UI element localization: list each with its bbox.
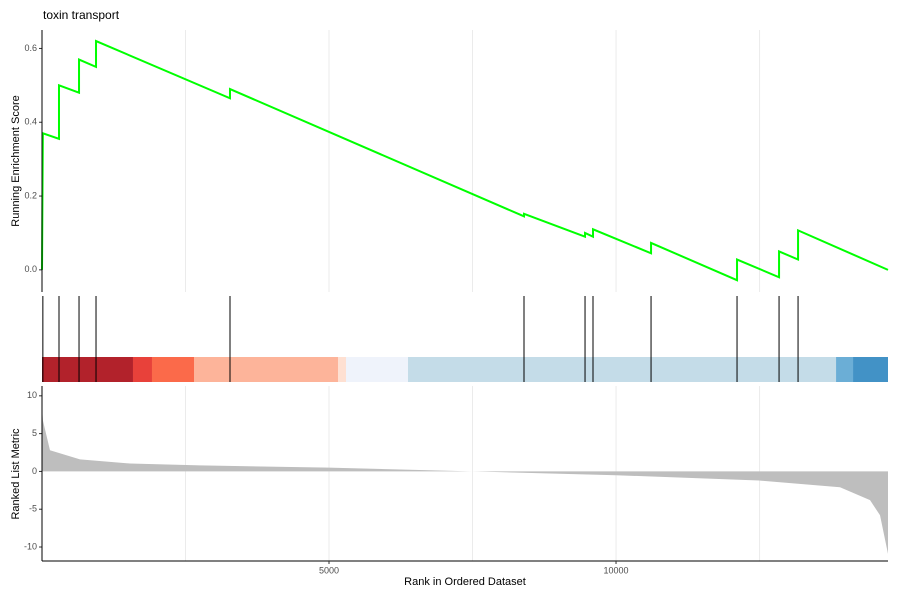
y-tick-label: 0.6 [24, 43, 37, 53]
rank-band [836, 357, 854, 382]
x-tick-label: 5000 [319, 565, 339, 575]
rank-band [853, 357, 888, 382]
y-tick-label: 0 [32, 466, 37, 476]
y-tick-label: 0.4 [24, 117, 37, 127]
rank-band [338, 357, 347, 382]
rank-band [132, 357, 152, 382]
chart-title: toxin transport [43, 8, 120, 22]
y-tick-label: -5 [29, 504, 37, 514]
x-tick-label: 10000 [604, 565, 629, 575]
rank-band [346, 357, 408, 382]
metric-area [42, 407, 888, 554]
y-tick-label: 5 [32, 428, 37, 438]
y-tick-label: 0.0 [24, 264, 37, 274]
y-axis-label: Running Enrichment Score [10, 95, 22, 226]
rank-band [407, 357, 837, 382]
x-axis-label: Rank in Ordered Dataset [404, 576, 526, 588]
y-tick-label: 10 [27, 390, 37, 400]
y-tick-label: -10 [24, 541, 37, 551]
enrichment-line [41, 39, 889, 282]
y-tick-label: 0.2 [24, 190, 37, 200]
rank-band [194, 357, 339, 382]
rank-band [42, 357, 133, 382]
y-axis-label: Ranked List Metric [10, 428, 22, 520]
rank-band [151, 357, 195, 382]
